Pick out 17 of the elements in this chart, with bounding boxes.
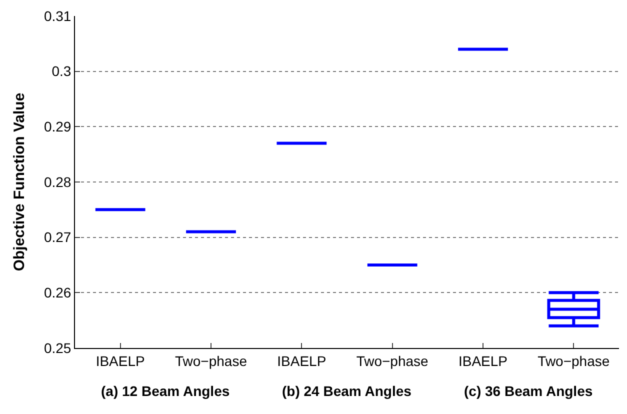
text: (b) 24 Beam Angles <box>282 383 412 399</box>
y-tick-label: 0.27 <box>44 229 72 246</box>
y-tick-label: 0.28 <box>44 174 72 190</box>
x-tick-label: IBAELP <box>96 352 145 369</box>
y-axis-title: Objective Function Value <box>11 92 28 272</box>
x-tick-label: Two−phase <box>356 352 429 369</box>
text: (c) 36 Beam Angles <box>464 383 593 399</box>
y-tick-label: 0.26 <box>44 284 72 301</box>
y-tick-label: 0.3 <box>52 63 72 80</box>
x-tick-label: IBAELP <box>277 352 326 369</box>
y-tick-label: 0.25 <box>44 340 72 356</box>
x-tick-label: Two−phase <box>175 352 248 369</box>
y-tick-label: 0.31 <box>44 8 72 24</box>
x-tick-label: IBAELP <box>458 352 508 369</box>
x-tick-label: Two−phase <box>538 352 610 369</box>
text: (a) 12 Beam Angles <box>101 383 230 399</box>
y-tick-label: 0.29 <box>44 118 72 135</box>
